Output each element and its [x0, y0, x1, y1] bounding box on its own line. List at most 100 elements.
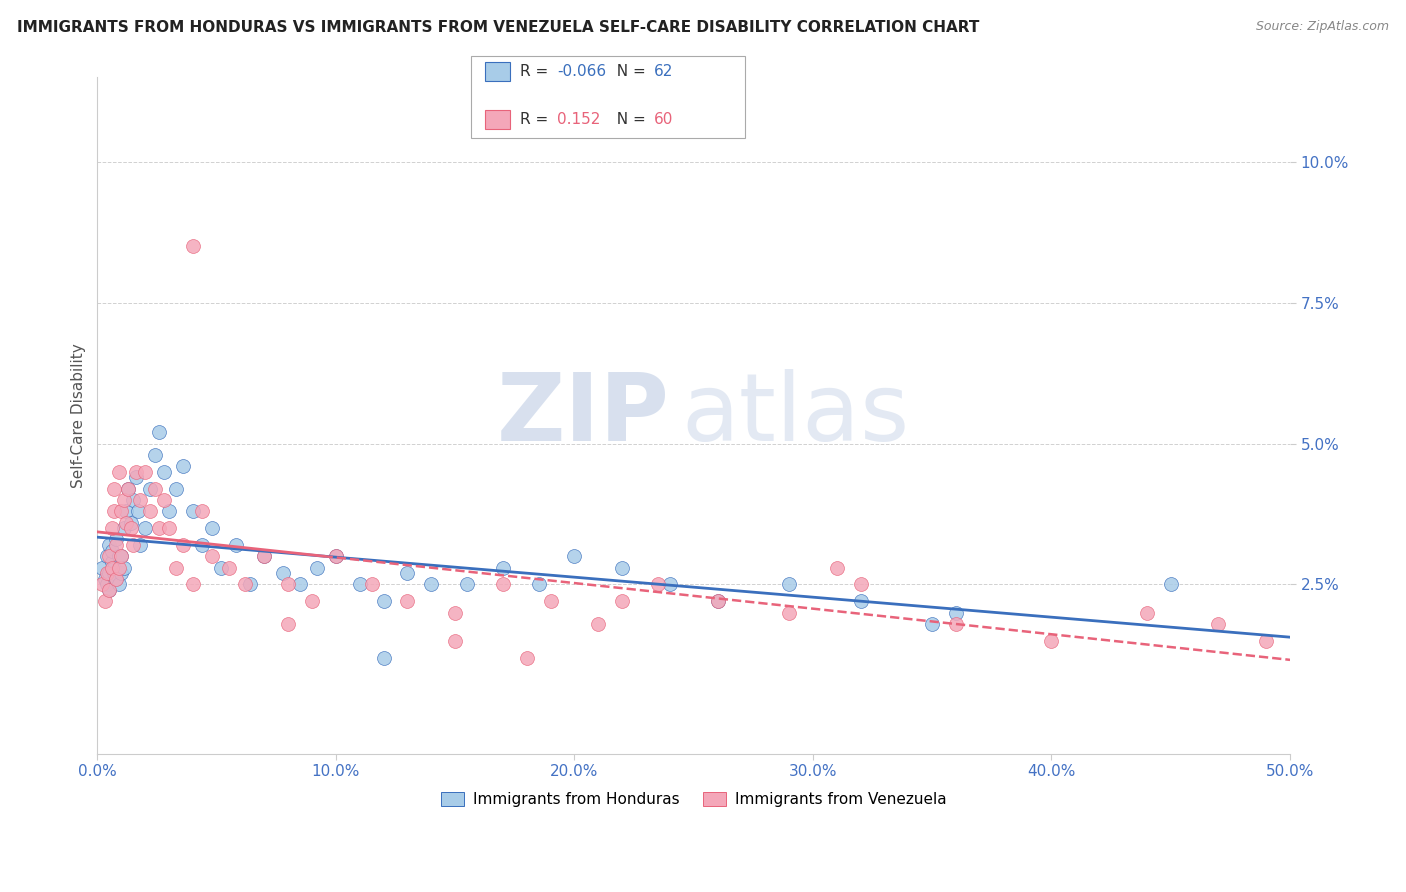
Point — [134, 521, 156, 535]
Point — [492, 560, 515, 574]
Point — [108, 549, 131, 564]
Point — [110, 566, 132, 581]
Point — [98, 549, 121, 564]
Point — [305, 560, 328, 574]
Point — [143, 482, 166, 496]
Point — [100, 543, 122, 558]
Point — [105, 533, 128, 547]
Point — [172, 538, 194, 552]
Point — [148, 425, 170, 440]
Point — [564, 549, 586, 564]
Point — [396, 566, 419, 581]
Point — [165, 560, 187, 574]
Text: atlas: atlas — [682, 369, 910, 461]
Point — [98, 583, 121, 598]
Point — [456, 577, 478, 591]
Point — [112, 521, 135, 535]
Point — [945, 606, 967, 620]
Point — [100, 521, 122, 535]
Point — [1160, 577, 1182, 591]
Point — [153, 493, 176, 508]
Point — [647, 577, 669, 591]
Point — [108, 560, 131, 574]
Point — [1040, 633, 1063, 648]
Point — [253, 549, 276, 564]
Point — [420, 577, 443, 591]
Point — [610, 594, 633, 608]
Point — [181, 577, 204, 591]
Point — [349, 577, 371, 591]
Point — [444, 633, 467, 648]
Point — [253, 549, 276, 564]
Point — [325, 549, 347, 564]
Point — [778, 606, 800, 620]
Text: ZIP: ZIP — [496, 369, 669, 461]
Point — [129, 493, 152, 508]
Point — [139, 504, 162, 518]
Point — [444, 606, 467, 620]
Point — [373, 594, 395, 608]
Text: N =: N = — [607, 64, 651, 78]
Point — [108, 465, 131, 479]
Point — [98, 566, 121, 581]
Point — [157, 504, 180, 518]
Point — [225, 538, 247, 552]
Text: Source: ZipAtlas.com: Source: ZipAtlas.com — [1256, 20, 1389, 33]
Point — [165, 482, 187, 496]
Point — [527, 577, 550, 591]
Point — [153, 465, 176, 479]
Point — [1208, 616, 1230, 631]
Point — [108, 577, 131, 591]
Point — [117, 482, 139, 496]
Point — [172, 459, 194, 474]
Point — [112, 493, 135, 508]
Point — [706, 594, 728, 608]
Point — [93, 594, 115, 608]
Point — [96, 566, 118, 581]
Point — [277, 616, 299, 631]
Point — [110, 549, 132, 564]
Point — [492, 577, 515, 591]
Text: -0.066: -0.066 — [557, 64, 606, 78]
Point — [325, 549, 347, 564]
Point — [610, 560, 633, 574]
Text: 0.152: 0.152 — [557, 112, 600, 127]
Point — [233, 577, 256, 591]
Point — [110, 504, 132, 518]
Point — [105, 572, 128, 586]
Point — [849, 594, 872, 608]
Point — [191, 538, 214, 552]
Point — [120, 521, 142, 535]
Point — [105, 538, 128, 552]
Point — [360, 577, 382, 591]
Point — [218, 560, 240, 574]
Point — [516, 650, 538, 665]
Point — [921, 616, 943, 631]
Point — [301, 594, 323, 608]
Point — [91, 577, 114, 591]
Point — [96, 577, 118, 591]
Point — [127, 504, 149, 518]
Y-axis label: Self-Care Disability: Self-Care Disability — [72, 343, 86, 488]
Point — [181, 504, 204, 518]
Point — [849, 577, 872, 591]
Point — [117, 482, 139, 496]
Point — [396, 594, 419, 608]
Text: IMMIGRANTS FROM HONDURAS VS IMMIGRANTS FROM VENEZUELA SELF-CARE DISABILITY CORRE: IMMIGRANTS FROM HONDURAS VS IMMIGRANTS F… — [17, 20, 979, 35]
Point — [100, 560, 122, 574]
Point — [658, 577, 681, 591]
Point — [122, 538, 145, 552]
Point — [103, 482, 125, 496]
Text: N =: N = — [607, 112, 651, 127]
Point — [103, 560, 125, 574]
Point — [105, 572, 128, 586]
Point — [139, 482, 162, 496]
Point — [157, 521, 180, 535]
Point — [201, 549, 224, 564]
Point — [778, 577, 800, 591]
Point — [148, 521, 170, 535]
Text: R =: R = — [520, 112, 554, 127]
Point — [96, 549, 118, 564]
Point — [115, 504, 138, 518]
Point — [124, 465, 146, 479]
